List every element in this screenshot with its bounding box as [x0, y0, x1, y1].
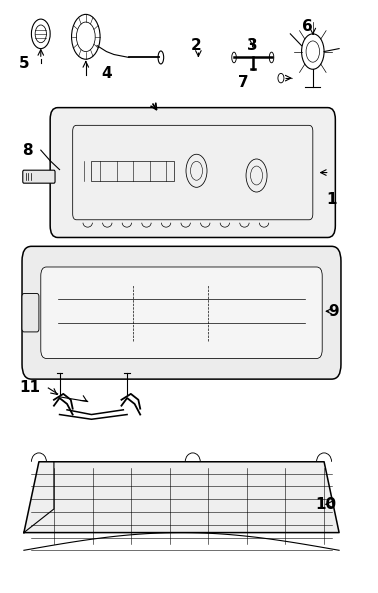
Text: 7: 7	[238, 75, 249, 90]
Text: 1: 1	[326, 192, 337, 206]
FancyBboxPatch shape	[50, 107, 335, 237]
Text: 4: 4	[101, 66, 112, 81]
Text: 8: 8	[22, 143, 33, 158]
Text: 6: 6	[302, 18, 313, 34]
Text: 3: 3	[248, 38, 258, 53]
FancyBboxPatch shape	[22, 294, 39, 332]
FancyBboxPatch shape	[41, 267, 322, 359]
FancyBboxPatch shape	[22, 246, 341, 379]
Text: 5: 5	[19, 56, 29, 71]
Text: 10: 10	[315, 497, 336, 512]
Polygon shape	[24, 462, 339, 533]
Text: 11: 11	[19, 381, 40, 396]
FancyBboxPatch shape	[23, 170, 55, 183]
Text: 2: 2	[191, 38, 202, 53]
Text: 9: 9	[328, 304, 339, 319]
